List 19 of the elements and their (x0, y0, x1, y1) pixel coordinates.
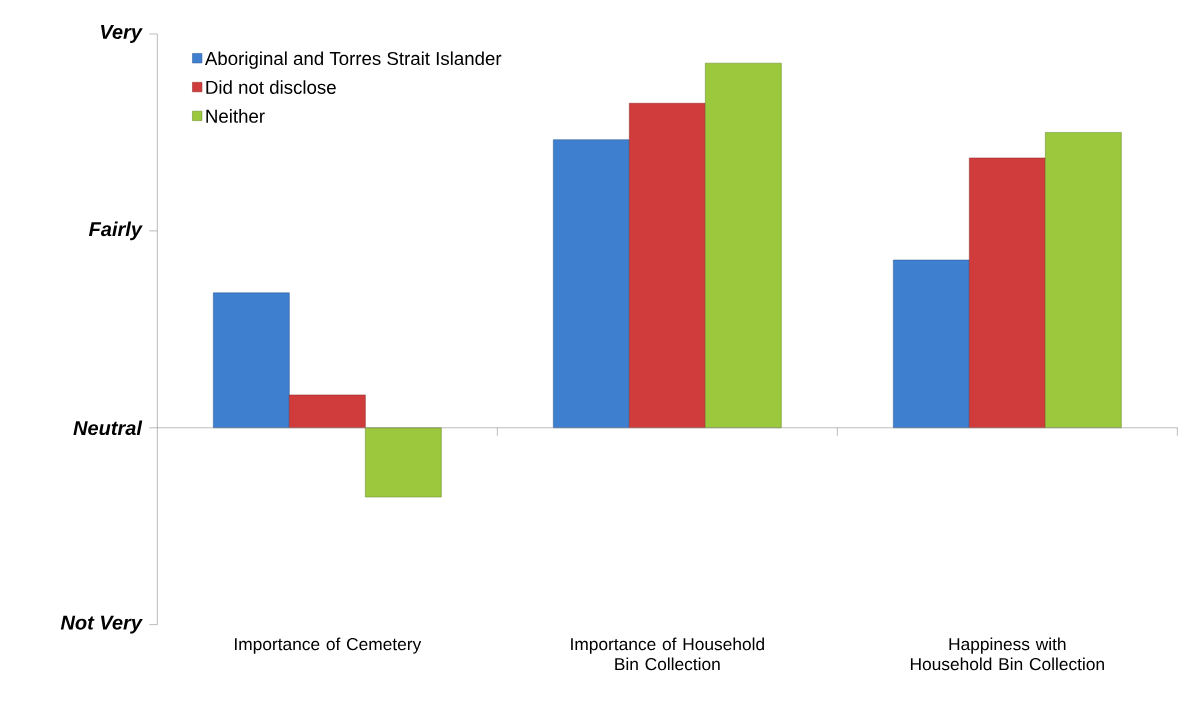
bar (893, 259, 970, 429)
x-tick-label: Importance of Household Bin Collection (571, 637, 764, 671)
bar (289, 394, 366, 429)
bar (969, 157, 1046, 429)
bar (365, 427, 442, 498)
bar (629, 102, 706, 429)
text: Neutral (73, 420, 143, 436)
text: Very (101, 25, 143, 43)
bar (1045, 132, 1122, 429)
bar (553, 139, 630, 429)
x-tick-label: Importance of Cemetery (235, 637, 422, 654)
text: Fairly (88, 221, 143, 241)
bar (213, 292, 290, 429)
text: Not Very (60, 615, 143, 634)
bar (705, 62, 782, 429)
legend-label: Aboriginal and Torres Strait Islander (204, 51, 502, 69)
x-tick-label: Happiness with Household Bin Collection (910, 637, 1104, 671)
legend-label: Did not disclose (206, 80, 336, 94)
legend-label: Neither (206, 109, 265, 123)
